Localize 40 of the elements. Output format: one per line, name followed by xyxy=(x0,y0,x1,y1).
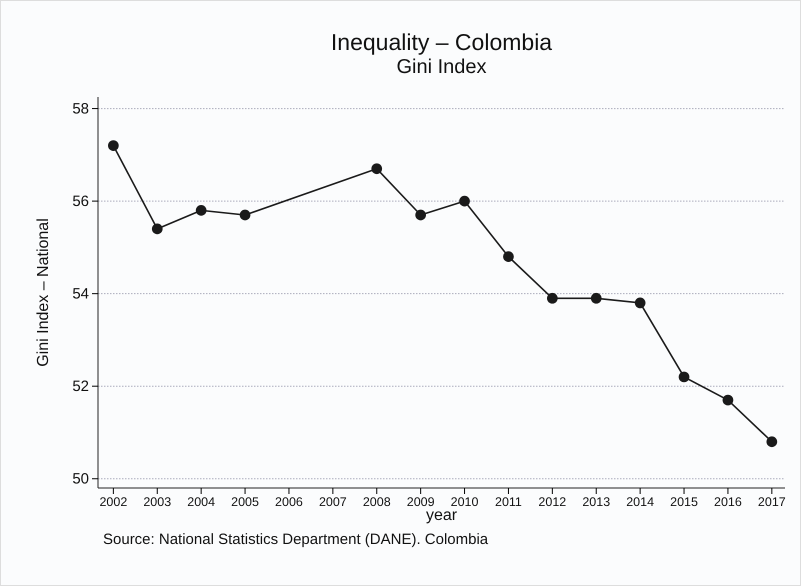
point xyxy=(722,394,734,406)
x-tick-label: 2012 xyxy=(538,494,566,509)
point xyxy=(415,210,426,220)
y-tick-label: 58 xyxy=(72,100,89,118)
x-tick-label: 2011 xyxy=(495,494,522,509)
x-tick-label: 2008 xyxy=(362,494,391,509)
point xyxy=(678,372,690,382)
point xyxy=(459,196,470,206)
x-tick-label: 2017 xyxy=(758,494,786,509)
point xyxy=(152,224,163,234)
x-tick-label: 2016 xyxy=(714,494,742,509)
x-axis-title: year xyxy=(426,507,458,524)
source-note: Source: National Statistics Department (DANE). Colombia xyxy=(103,531,489,548)
x-tick-label: 2006 xyxy=(275,494,303,509)
x-tick-label: 2015 xyxy=(670,494,698,509)
x-tick-label: 2002 xyxy=(99,494,128,509)
y-tick-label: 52 xyxy=(72,378,89,395)
x-tick-label: 2010 xyxy=(450,494,478,509)
point xyxy=(634,298,646,308)
x-tick-label: 2014 xyxy=(626,494,654,509)
chart-subtitle: Gini Index xyxy=(396,56,487,78)
chart-title: Inequality – Colombia xyxy=(330,29,552,55)
point xyxy=(240,210,250,220)
y-tick-label: 50 xyxy=(72,470,89,488)
x-tick-label: 2004 xyxy=(187,494,216,509)
y-tick-label: 54 xyxy=(72,285,89,302)
y-axis-title: Gini Index – National xyxy=(35,218,52,367)
x-tick-label: 2005 xyxy=(231,494,260,509)
point xyxy=(546,292,558,304)
x-tick-label: 2003 xyxy=(143,494,172,509)
x-tick-label: 2007 xyxy=(318,494,347,509)
point xyxy=(503,251,514,262)
point xyxy=(108,140,119,151)
y-tick-label: 56 xyxy=(72,192,89,210)
point xyxy=(590,292,602,304)
point xyxy=(371,163,382,174)
x-tick-label: 2013 xyxy=(582,494,610,509)
point xyxy=(196,205,207,216)
x-tick-label: 2009 xyxy=(406,494,435,509)
point xyxy=(766,436,778,448)
